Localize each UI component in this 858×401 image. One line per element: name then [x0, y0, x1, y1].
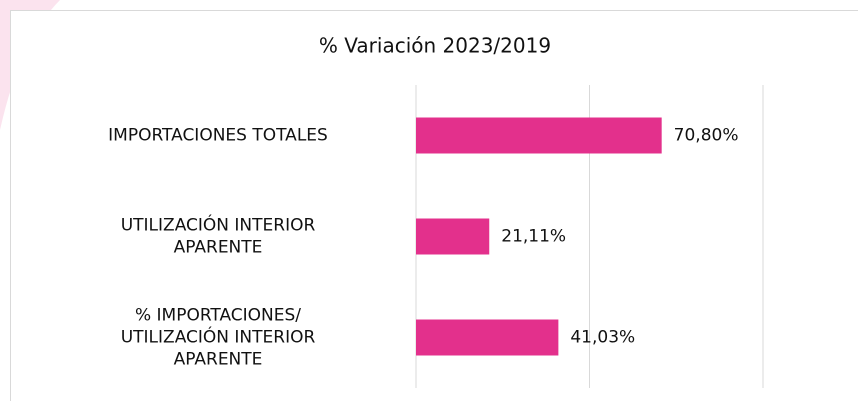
category-label-line: UTILIZACIÓN INTERIOR	[121, 214, 316, 236]
chart-title: % Variación 2023/2019	[319, 34, 551, 58]
value-label: 70,80%	[674, 126, 739, 146]
bar	[416, 218, 490, 255]
bar	[416, 319, 559, 356]
category-label-line: APARENTE	[174, 238, 263, 258]
category-label-line: UTILIZACIÓN INTERIOR	[121, 326, 316, 348]
category-label-line: APARENTE	[174, 350, 263, 370]
category-label-line: IMPORTACIONES TOTALES	[108, 126, 328, 146]
bar	[416, 117, 662, 154]
value-label: 21,11%	[501, 227, 566, 247]
category-label: UTILIZACIÓN INTERIOR APARENTE	[121, 214, 316, 258]
category-label: % IMPORTACIONES/UTILIZACIÓN INTERIOR APAR…	[121, 306, 316, 370]
value-label: 41,03%	[570, 328, 635, 348]
category-label: IMPORTACIONES TOTALES	[108, 126, 328, 146]
category-label-line: % IMPORTACIONES/	[135, 306, 301, 326]
